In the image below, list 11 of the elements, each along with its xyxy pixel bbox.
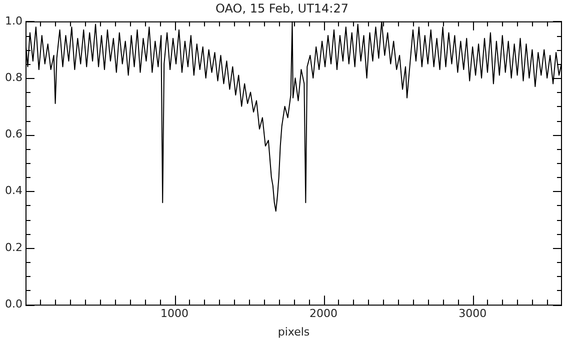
y-tick-label: 0.6 (4, 128, 22, 141)
y-tick-label: 0.2 (4, 240, 22, 254)
y-tick-label: 0.0 (4, 297, 22, 310)
x-tick-label: 3000 (458, 307, 487, 320)
chart-title: OAO, 15 Feb, UT14:27 (216, 1, 348, 16)
y-tick-label: 0.4 (4, 184, 22, 198)
y-tick-label: 0.8 (4, 70, 22, 84)
x-tick-label: 2000 (310, 307, 338, 320)
x-tick-label: 1000 (160, 307, 189, 320)
y-tick-label: 1.0 (4, 14, 22, 28)
x-axis-title: pixels (278, 325, 310, 338)
